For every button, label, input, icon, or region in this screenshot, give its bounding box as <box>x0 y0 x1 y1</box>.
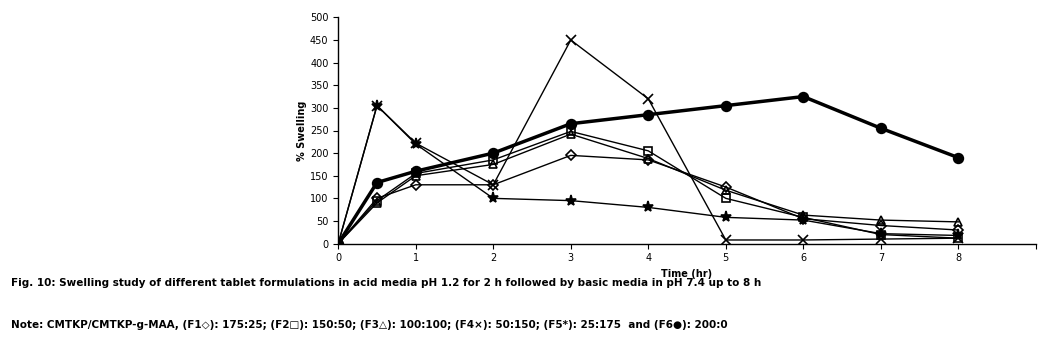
X-axis label: Time (hr): Time (hr) <box>662 269 712 279</box>
Text: Note: CMTKP/CMTKP-g-MAA, (F1◇): 175:25; (F2□): 150:50; (F3△): 100:100; (F4×): 50: Note: CMTKP/CMTKP-g-MAA, (F1◇): 175:25; … <box>11 320 727 330</box>
Text: Fig. 10: Swelling study of different tablet formulations in acid media pH 1.2 fo: Fig. 10: Swelling study of different tab… <box>11 278 761 288</box>
Y-axis label: % Swelling: % Swelling <box>297 100 308 161</box>
